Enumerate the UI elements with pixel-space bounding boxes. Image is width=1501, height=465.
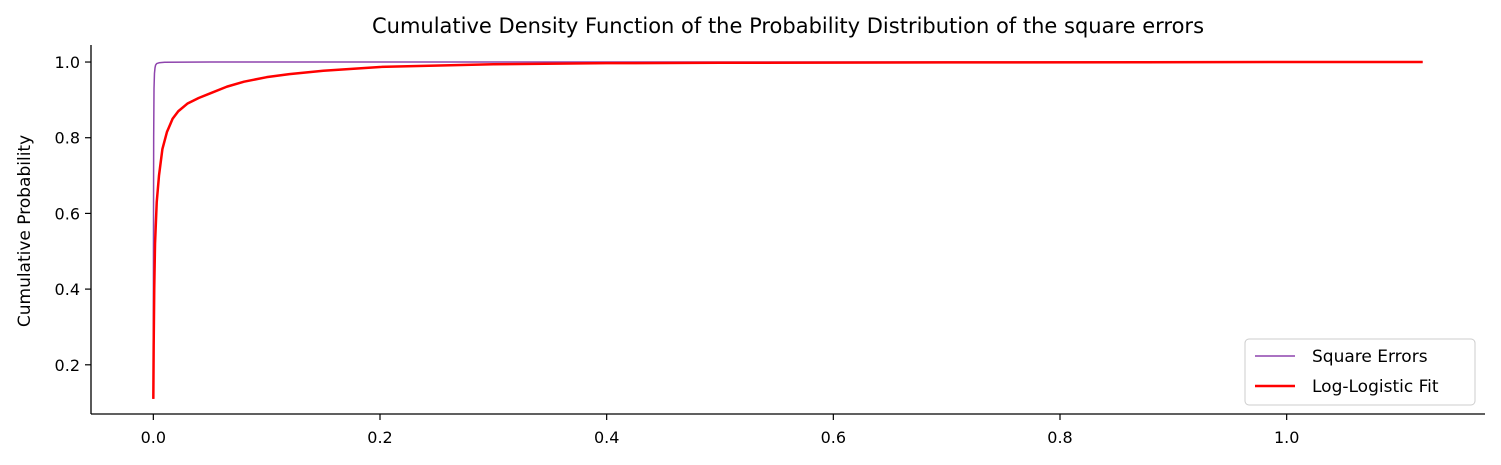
y-tick-label: 0.4	[55, 280, 80, 299]
y-ticks: 0.2 0.4 0.6 0.8 1.0	[55, 53, 91, 375]
y-axis-label: Cumulative Probability	[15, 135, 35, 327]
y-tick-label: 0.6	[55, 204, 80, 223]
legend-label-square-errors: Square Errors	[1312, 347, 1428, 367]
chart-title: Cumulative Density Function of the Proba…	[372, 14, 1204, 38]
series-lines	[152, 60, 1423, 399]
series-line-square-errors	[152, 61, 1423, 399]
y-tick-label: 0.2	[55, 356, 80, 375]
x-tick-label: 0.6	[821, 428, 846, 447]
legend-box	[1244, 338, 1476, 406]
legend: Square Errors Log-Logistic Fit	[1244, 338, 1476, 406]
x-tick-label: 0.0	[141, 428, 166, 447]
x-tick-label: 0.4	[594, 428, 619, 447]
x-tick-label: 1.0	[1274, 428, 1299, 447]
y-tick-label: 1.0	[55, 53, 80, 72]
x-tick-label: 0.2	[367, 428, 392, 447]
series-line-log-logistic-fit	[152, 60, 1423, 399]
x-ticks: 0.0 0.2 0.4 0.6 0.8 1.0	[141, 414, 1299, 447]
legend-label-log-logistic-fit: Log-Logistic Fit	[1312, 377, 1439, 397]
x-tick-label: 0.8	[1047, 428, 1072, 447]
y-tick-label: 0.8	[55, 129, 80, 148]
